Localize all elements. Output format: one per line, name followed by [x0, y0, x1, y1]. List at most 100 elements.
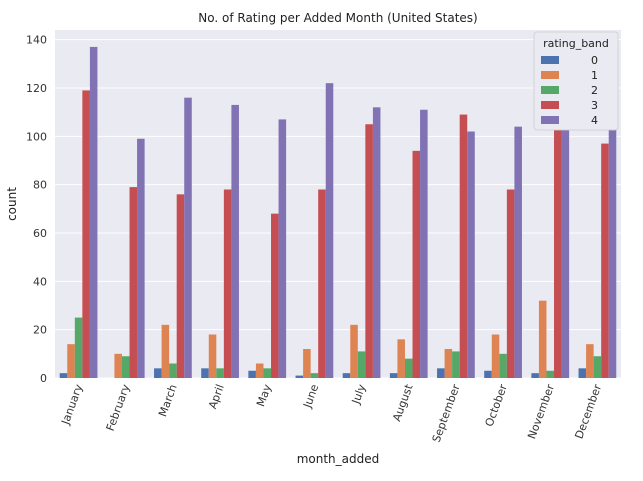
y-axis-label: count: [5, 187, 19, 221]
legend-label: 2: [591, 84, 598, 97]
x-tick-label: January: [59, 382, 86, 427]
x-tick-label: June: [300, 382, 321, 410]
legend-swatch: [541, 56, 559, 64]
bar-february-band-1: [114, 353, 122, 378]
bar-october-band-4: [514, 126, 522, 379]
bar-february-band-4: [137, 138, 145, 378]
y-tick-label: 40: [33, 275, 47, 288]
bar-may-band-0: [248, 370, 256, 378]
x-tick-label: May: [254, 382, 274, 408]
legend-swatch: [541, 71, 559, 79]
bar-november-band-1: [538, 300, 547, 378]
bar-march-band-1: [161, 324, 170, 378]
bar-december-band-1: [586, 344, 594, 378]
x-tick-label: July: [349, 382, 368, 406]
x-tick-label: October: [483, 382, 510, 428]
bar-april-band-4: [231, 104, 239, 379]
bar-october-band-0: [484, 370, 492, 378]
legend-label: 4: [591, 114, 598, 127]
x-tick-label: December: [573, 382, 605, 440]
bar-december-band-0: [578, 368, 587, 378]
bar-june-band-3: [318, 189, 326, 378]
bar-april-band-1: [208, 334, 217, 378]
bar-november-band-0: [531, 373, 539, 378]
y-tick-label: 100: [26, 130, 47, 143]
x-tick-label: November: [525, 382, 557, 441]
x-axis-label: month_added: [297, 452, 380, 466]
bar-september-band-3: [459, 114, 468, 378]
bar-september-band-4: [467, 131, 475, 378]
bar-may-band-4: [278, 119, 287, 379]
y-tick-label: 80: [33, 179, 47, 192]
bar-january-band-1: [67, 344, 75, 378]
y-tick-label: 20: [33, 324, 47, 337]
bar-july-band-4: [372, 107, 381, 378]
bar-february-band-2: [121, 356, 130, 378]
bar-october-band-1: [491, 334, 500, 378]
bar-december-band-2: [593, 356, 602, 378]
bar-may-band-3: [271, 213, 279, 378]
bar-november-band-3: [554, 124, 562, 378]
bar-august-band-1: [397, 339, 405, 378]
bar-october-band-2: [499, 353, 507, 378]
bar-july-band-3: [365, 124, 373, 378]
grid: [55, 39, 621, 379]
x-tick-label: April: [206, 383, 227, 411]
bar-may-band-1: [255, 363, 264, 378]
x-tick-label: February: [104, 382, 133, 433]
bar-march-band-0: [154, 368, 162, 378]
legend-label: 1: [591, 69, 598, 82]
bar-june-band-2: [310, 373, 319, 378]
x-tick-label: August: [390, 382, 416, 423]
bar-january-band-2: [74, 317, 83, 378]
bar-april-band-2: [216, 368, 224, 378]
legend-swatch: [541, 86, 559, 94]
legend-label: 0: [591, 54, 598, 67]
legend: rating_band 0 1 2 3 4: [533, 31, 619, 131]
x-axis-ticks: January February March April May June July Augu…: [59, 382, 605, 444]
bar-january-band-4: [89, 46, 98, 379]
bar-may-band-2: [263, 368, 272, 378]
bar-june-band-4: [325, 83, 334, 379]
legend-items: 0 1 2 3 4: [541, 54, 598, 127]
bar-july-band-0: [342, 373, 351, 378]
bar-july-band-2: [357, 351, 366, 378]
bar-august-band-3: [412, 150, 421, 378]
bar-december-band-4: [608, 107, 617, 378]
bar-november-band-2: [546, 370, 555, 378]
bar-december-band-3: [601, 143, 609, 378]
bar-april-band-0: [201, 368, 209, 378]
legend-title: rating_band: [543, 37, 609, 50]
bar-october-band-3: [506, 189, 515, 378]
bar-september-band-0: [437, 368, 445, 378]
bar-august-band-2: [404, 358, 413, 378]
bar-march-band-2: [169, 363, 177, 378]
bar-august-band-0: [389, 373, 398, 378]
bar-september-band-1: [444, 349, 453, 378]
x-tick-label: September: [430, 382, 463, 444]
legend-swatch: [541, 116, 559, 124]
bar-february-band-3: [129, 187, 138, 378]
x-tick-label: March: [156, 383, 180, 419]
y-tick-label: 60: [33, 227, 47, 240]
bar-march-band-4: [184, 97, 192, 379]
bar-january-band-0: [59, 373, 68, 378]
chart-title: No. of Rating per Added Month (United St…: [198, 11, 477, 25]
bar-april-band-3: [223, 189, 232, 378]
bar-november-band-4: [561, 97, 570, 379]
bar-january-band-3: [82, 90, 90, 379]
bar-july-band-1: [350, 324, 358, 378]
legend-label: 3: [591, 99, 598, 112]
bars: [59, 46, 617, 379]
bar-june-band-0: [295, 375, 304, 378]
bar-august-band-4: [420, 109, 428, 378]
y-tick-label: 140: [26, 34, 47, 47]
y-axis-ticks: 0 20 40 60 80 100 120 140: [26, 34, 47, 385]
bar-march-band-3: [176, 194, 185, 378]
y-tick-label: 0: [40, 372, 47, 385]
legend-swatch: [541, 101, 559, 109]
bar-september-band-2: [452, 351, 460, 378]
bar-june-band-1: [303, 349, 311, 378]
y-tick-label: 120: [26, 82, 47, 95]
